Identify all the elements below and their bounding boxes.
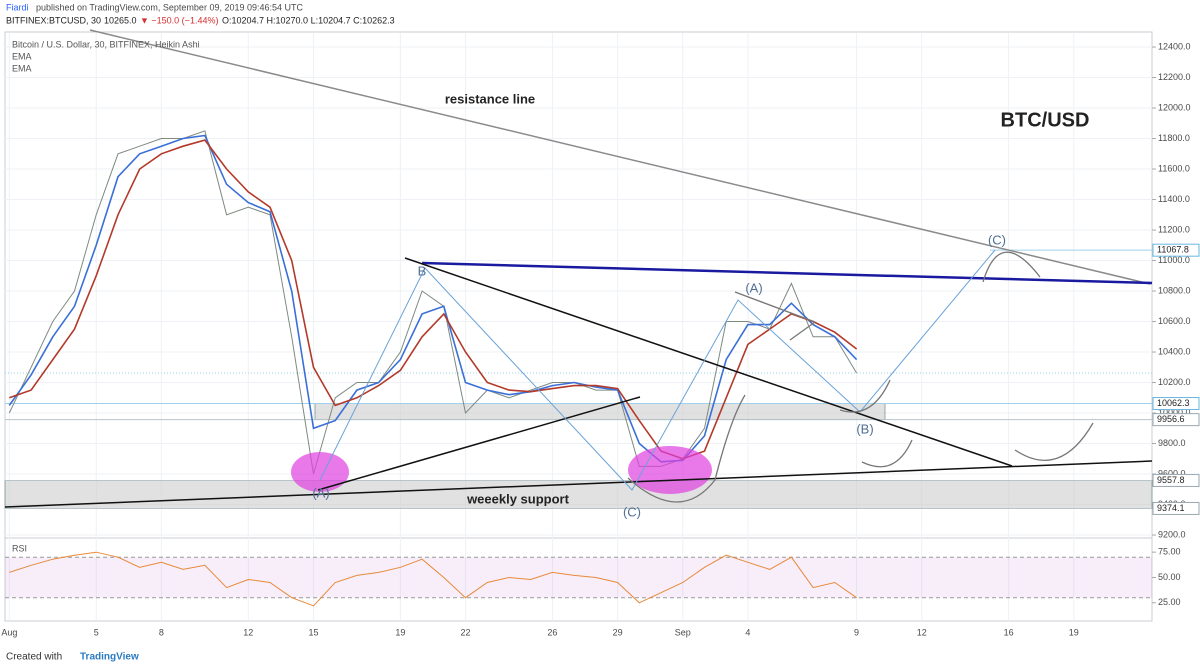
y-tick-label: 10600.0 xyxy=(1158,316,1191,326)
price-tag-label: 9557.8 xyxy=(1157,475,1185,485)
symbol: BITFINEX:BTCUSD, 30 xyxy=(6,15,101,25)
x-tick-label: Sep xyxy=(675,627,691,637)
x-tick-label: 22 xyxy=(461,627,471,637)
y-tick-label: 10800.0 xyxy=(1158,285,1191,295)
x-tick-label: 8 xyxy=(159,627,164,637)
highlight xyxy=(628,446,712,494)
x-tick-label: 12 xyxy=(917,627,927,637)
y-tick-label: 10400.0 xyxy=(1158,346,1191,356)
trend-line xyxy=(421,261,1153,285)
arrow xyxy=(861,439,913,468)
legend-entry: EMA xyxy=(12,51,32,61)
published: published on TradingView.com, September … xyxy=(36,2,304,12)
zone xyxy=(314,403,886,421)
series-line xyxy=(8,130,858,475)
y-tick-label: 9200.0 xyxy=(1158,529,1186,539)
x-tick-label: 19 xyxy=(1069,627,1079,637)
price-tag-label: 9956.6 xyxy=(1157,414,1185,424)
x-tick-label: Aug xyxy=(1,627,17,637)
drawings-under xyxy=(4,33,1156,621)
arrow xyxy=(734,291,816,341)
author: Fiardi xyxy=(6,2,29,12)
wave-label: B xyxy=(418,263,427,278)
y-tick-label: 9800.0 xyxy=(1158,438,1186,448)
x-tick-label: 16 xyxy=(1004,627,1014,637)
annotation: resistance line xyxy=(445,91,535,106)
y-tick-label: 12400.0 xyxy=(1158,41,1191,51)
y-tick-label: 12000.0 xyxy=(1158,102,1191,112)
y-tick-label: 10200.0 xyxy=(1158,377,1191,387)
x-tick-label: 26 xyxy=(547,627,557,637)
zone xyxy=(4,480,1153,509)
wave-path xyxy=(319,249,996,491)
y-tick-label: 9600.0 xyxy=(1158,468,1186,478)
wave-label: (B) xyxy=(856,421,873,436)
highlight xyxy=(291,452,349,492)
y-tick-label: 11800.0 xyxy=(1158,133,1190,143)
support-line xyxy=(4,460,1153,508)
y-tick-label: 11000.0 xyxy=(1158,255,1190,265)
ohlc: O:10204.7 H:10270.0 L:10204.7 C:10262.3 xyxy=(222,15,395,25)
x-tick-label: 15 xyxy=(308,627,318,637)
annotation: BTC/USD xyxy=(1001,109,1090,131)
series-title: Bitcoin / U.S. Dollar, 30, BITFINEX, Hei… xyxy=(12,39,200,49)
series-line xyxy=(9,551,857,607)
price-tag-label: 11067.8 xyxy=(1157,245,1189,255)
x-tick-label: 19 xyxy=(395,627,405,637)
y-tick-label: 12200.0 xyxy=(1158,72,1191,82)
pane-title: RSI xyxy=(12,543,27,553)
y-tick-label: 11200.0 xyxy=(1158,224,1190,234)
arrow xyxy=(982,251,1041,283)
rsi-band xyxy=(5,557,1152,598)
x-tick-label: 5 xyxy=(94,627,99,637)
x-tick-label: 12 xyxy=(243,627,253,637)
arrow xyxy=(839,379,891,413)
price-tag xyxy=(1152,243,1200,257)
footer-text: Created with xyxy=(6,652,62,663)
legend-entry: EMA xyxy=(12,63,32,73)
wave-label: (A) xyxy=(745,280,762,295)
drawings xyxy=(4,29,1153,508)
series-line xyxy=(8,134,858,463)
x-tick-label: 29 xyxy=(613,627,623,637)
last-price: 10265.0 xyxy=(104,15,137,25)
x-tick-label: 9 xyxy=(854,627,859,637)
y-tick-label: 11400.0 xyxy=(1158,194,1190,204)
plot-frame xyxy=(4,31,1153,622)
price-tag xyxy=(1152,501,1200,515)
price-tag-label: 10062.3 xyxy=(1157,398,1190,408)
wave-label: (A) xyxy=(312,485,329,500)
footer-brand: TradingView xyxy=(80,652,139,663)
wave-label: (C) xyxy=(988,232,1006,247)
arrow xyxy=(627,394,746,503)
resistance-line xyxy=(89,29,1151,285)
change: ▼ −150.0 (−1.44%) xyxy=(140,15,218,25)
trend-line xyxy=(317,396,641,491)
y-tick-label: 75.00 xyxy=(1158,547,1181,557)
trend-line xyxy=(404,257,1013,467)
y-tick-label: 25.00 xyxy=(1158,597,1181,607)
x-tick-label: 4 xyxy=(745,627,750,637)
price-tag xyxy=(1152,473,1200,487)
y-tick-label: 11600.0 xyxy=(1158,163,1190,173)
price-tag xyxy=(1152,397,1200,411)
price-tag-label: 9374.1 xyxy=(1157,503,1185,513)
y-tick-label: 10000.0 xyxy=(1158,407,1191,417)
wave-label: (C) xyxy=(623,504,641,519)
price-tag xyxy=(1152,413,1200,427)
annotation: weeekly support xyxy=(466,491,570,506)
arrow xyxy=(1014,422,1094,461)
marks: 9200.09400.09600.09800.010000.010200.010… xyxy=(1,41,1200,637)
series-line xyxy=(9,139,858,460)
y-tick-label: 50.00 xyxy=(1158,572,1181,582)
